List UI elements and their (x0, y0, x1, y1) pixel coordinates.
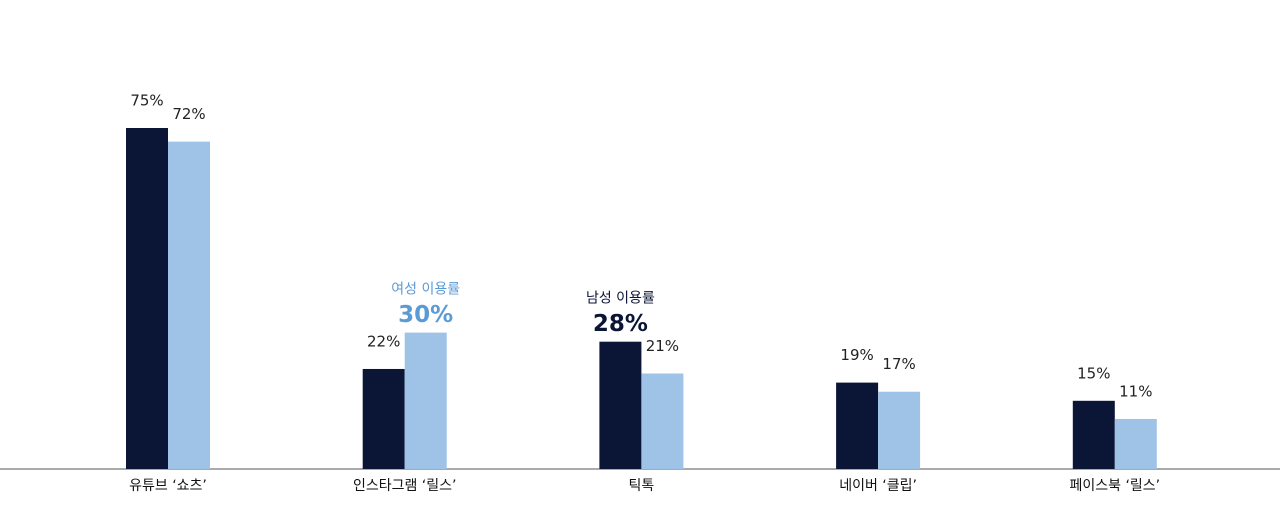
highlight-value-label: 30% (398, 302, 453, 328)
x-tick-label: 네이버 ‘클립’ (839, 478, 917, 494)
bar (362, 368, 405, 469)
bar (1114, 418, 1157, 469)
bar (836, 382, 879, 469)
value-label: 75% (130, 92, 163, 110)
value-label: 22% (367, 332, 400, 350)
bar (641, 373, 684, 469)
x-tick-label: 인스타그램 ‘릴스’ (353, 478, 457, 494)
value-label: 11% (1119, 382, 1152, 400)
bar (878, 391, 921, 469)
value-label: 19% (840, 346, 873, 364)
bar (404, 332, 447, 469)
x-tick-label: 유튜브 ‘쇼츠’ (129, 478, 207, 494)
bar (168, 141, 210, 469)
series-label: 여성 이용률 (391, 282, 460, 298)
bar (1072, 400, 1115, 469)
bar (599, 341, 642, 469)
x-tick-label: 페이스북 ‘릴스’ (1069, 478, 1160, 494)
value-label: 15% (1077, 364, 1110, 382)
highlight-value-label: 28% (593, 311, 648, 337)
value-label: 72% (172, 105, 205, 123)
bar (126, 128, 168, 469)
value-label: 17% (882, 355, 915, 373)
x-tick-label: 틱톡 (629, 478, 655, 494)
series-label: 남성 이용률 (586, 291, 655, 307)
value-label: 21% (646, 337, 679, 355)
